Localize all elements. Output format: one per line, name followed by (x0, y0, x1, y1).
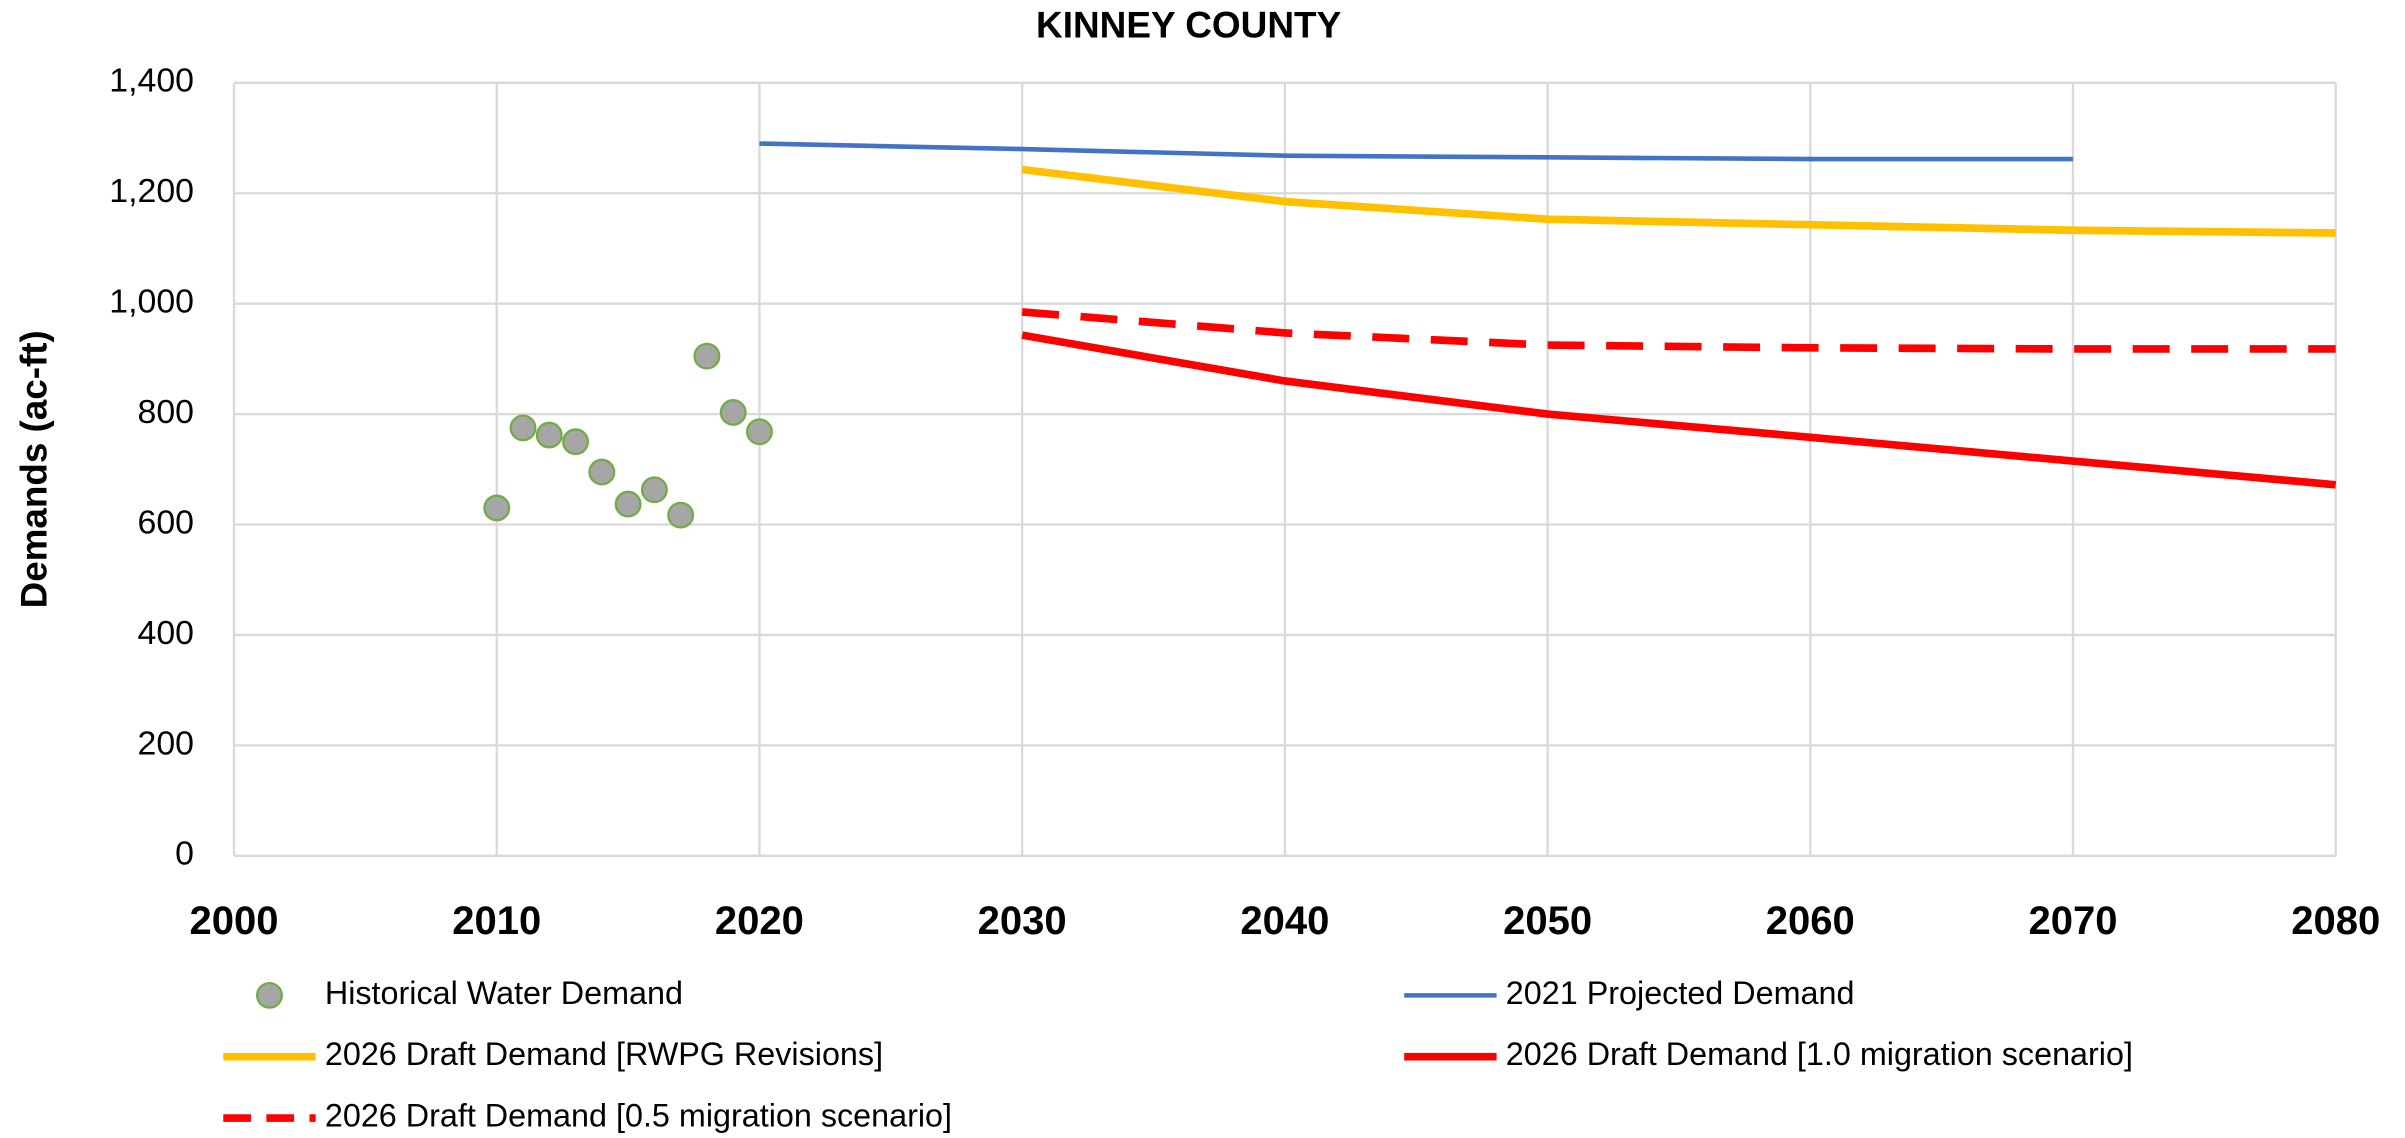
data-point (719, 399, 747, 426)
data-line (759, 141, 2074, 162)
y-tick-label: 200 (138, 724, 195, 762)
legend-marker (255, 981, 283, 1009)
y-tick-label: 1,200 (109, 172, 194, 210)
data-line (1021, 165, 2336, 237)
data-point (667, 501, 695, 529)
data-line (1021, 331, 2337, 489)
x-tick-label: 2000 (190, 899, 279, 943)
data-point (640, 476, 668, 504)
chart-title: KINNEY COUNTY (1036, 4, 1341, 45)
x-tick-label: 2070 (2028, 899, 2117, 943)
x-tick-label: 2080 (2291, 899, 2380, 943)
legend-label: 2021 Projected Demand (1506, 975, 1855, 1011)
data-point (693, 342, 721, 370)
y-tick-label: 1,400 (109, 62, 194, 100)
x-tick-label: 2030 (978, 899, 1067, 943)
y-axis-label: Demands (ac-ft) (14, 330, 55, 608)
y-tick-label: 600 (138, 503, 195, 541)
data-point (745, 418, 773, 446)
x-tick-label: 2020 (715, 899, 804, 943)
legend-label: Historical Water Demand (325, 975, 683, 1011)
data-point (483, 494, 511, 522)
x-tick-label: 2050 (1503, 899, 1592, 943)
y-tick-label: 400 (138, 614, 195, 652)
legend-label: 2026 Draft Demand [RWPG Revisions] (325, 1036, 883, 1072)
data-point (509, 414, 537, 442)
x-tick-label: 2010 (452, 899, 541, 943)
legend-label: 2026 Draft Demand [1.0 migration scenari… (1506, 1036, 2133, 1072)
data-point (588, 458, 616, 486)
x-tick-label: 2060 (1766, 899, 1855, 943)
data-point (614, 490, 642, 518)
y-tick-label: 1,000 (109, 283, 194, 321)
data-line (1021, 308, 2336, 353)
data-point (562, 428, 590, 456)
data-point (535, 421, 563, 449)
x-tick-label: 2040 (1240, 899, 1329, 943)
legend-label: 2026 Draft Demand [0.5 migration scenari… (325, 1098, 952, 1134)
y-tick-label: 0 (175, 835, 194, 873)
y-tick-label: 800 (138, 393, 195, 431)
